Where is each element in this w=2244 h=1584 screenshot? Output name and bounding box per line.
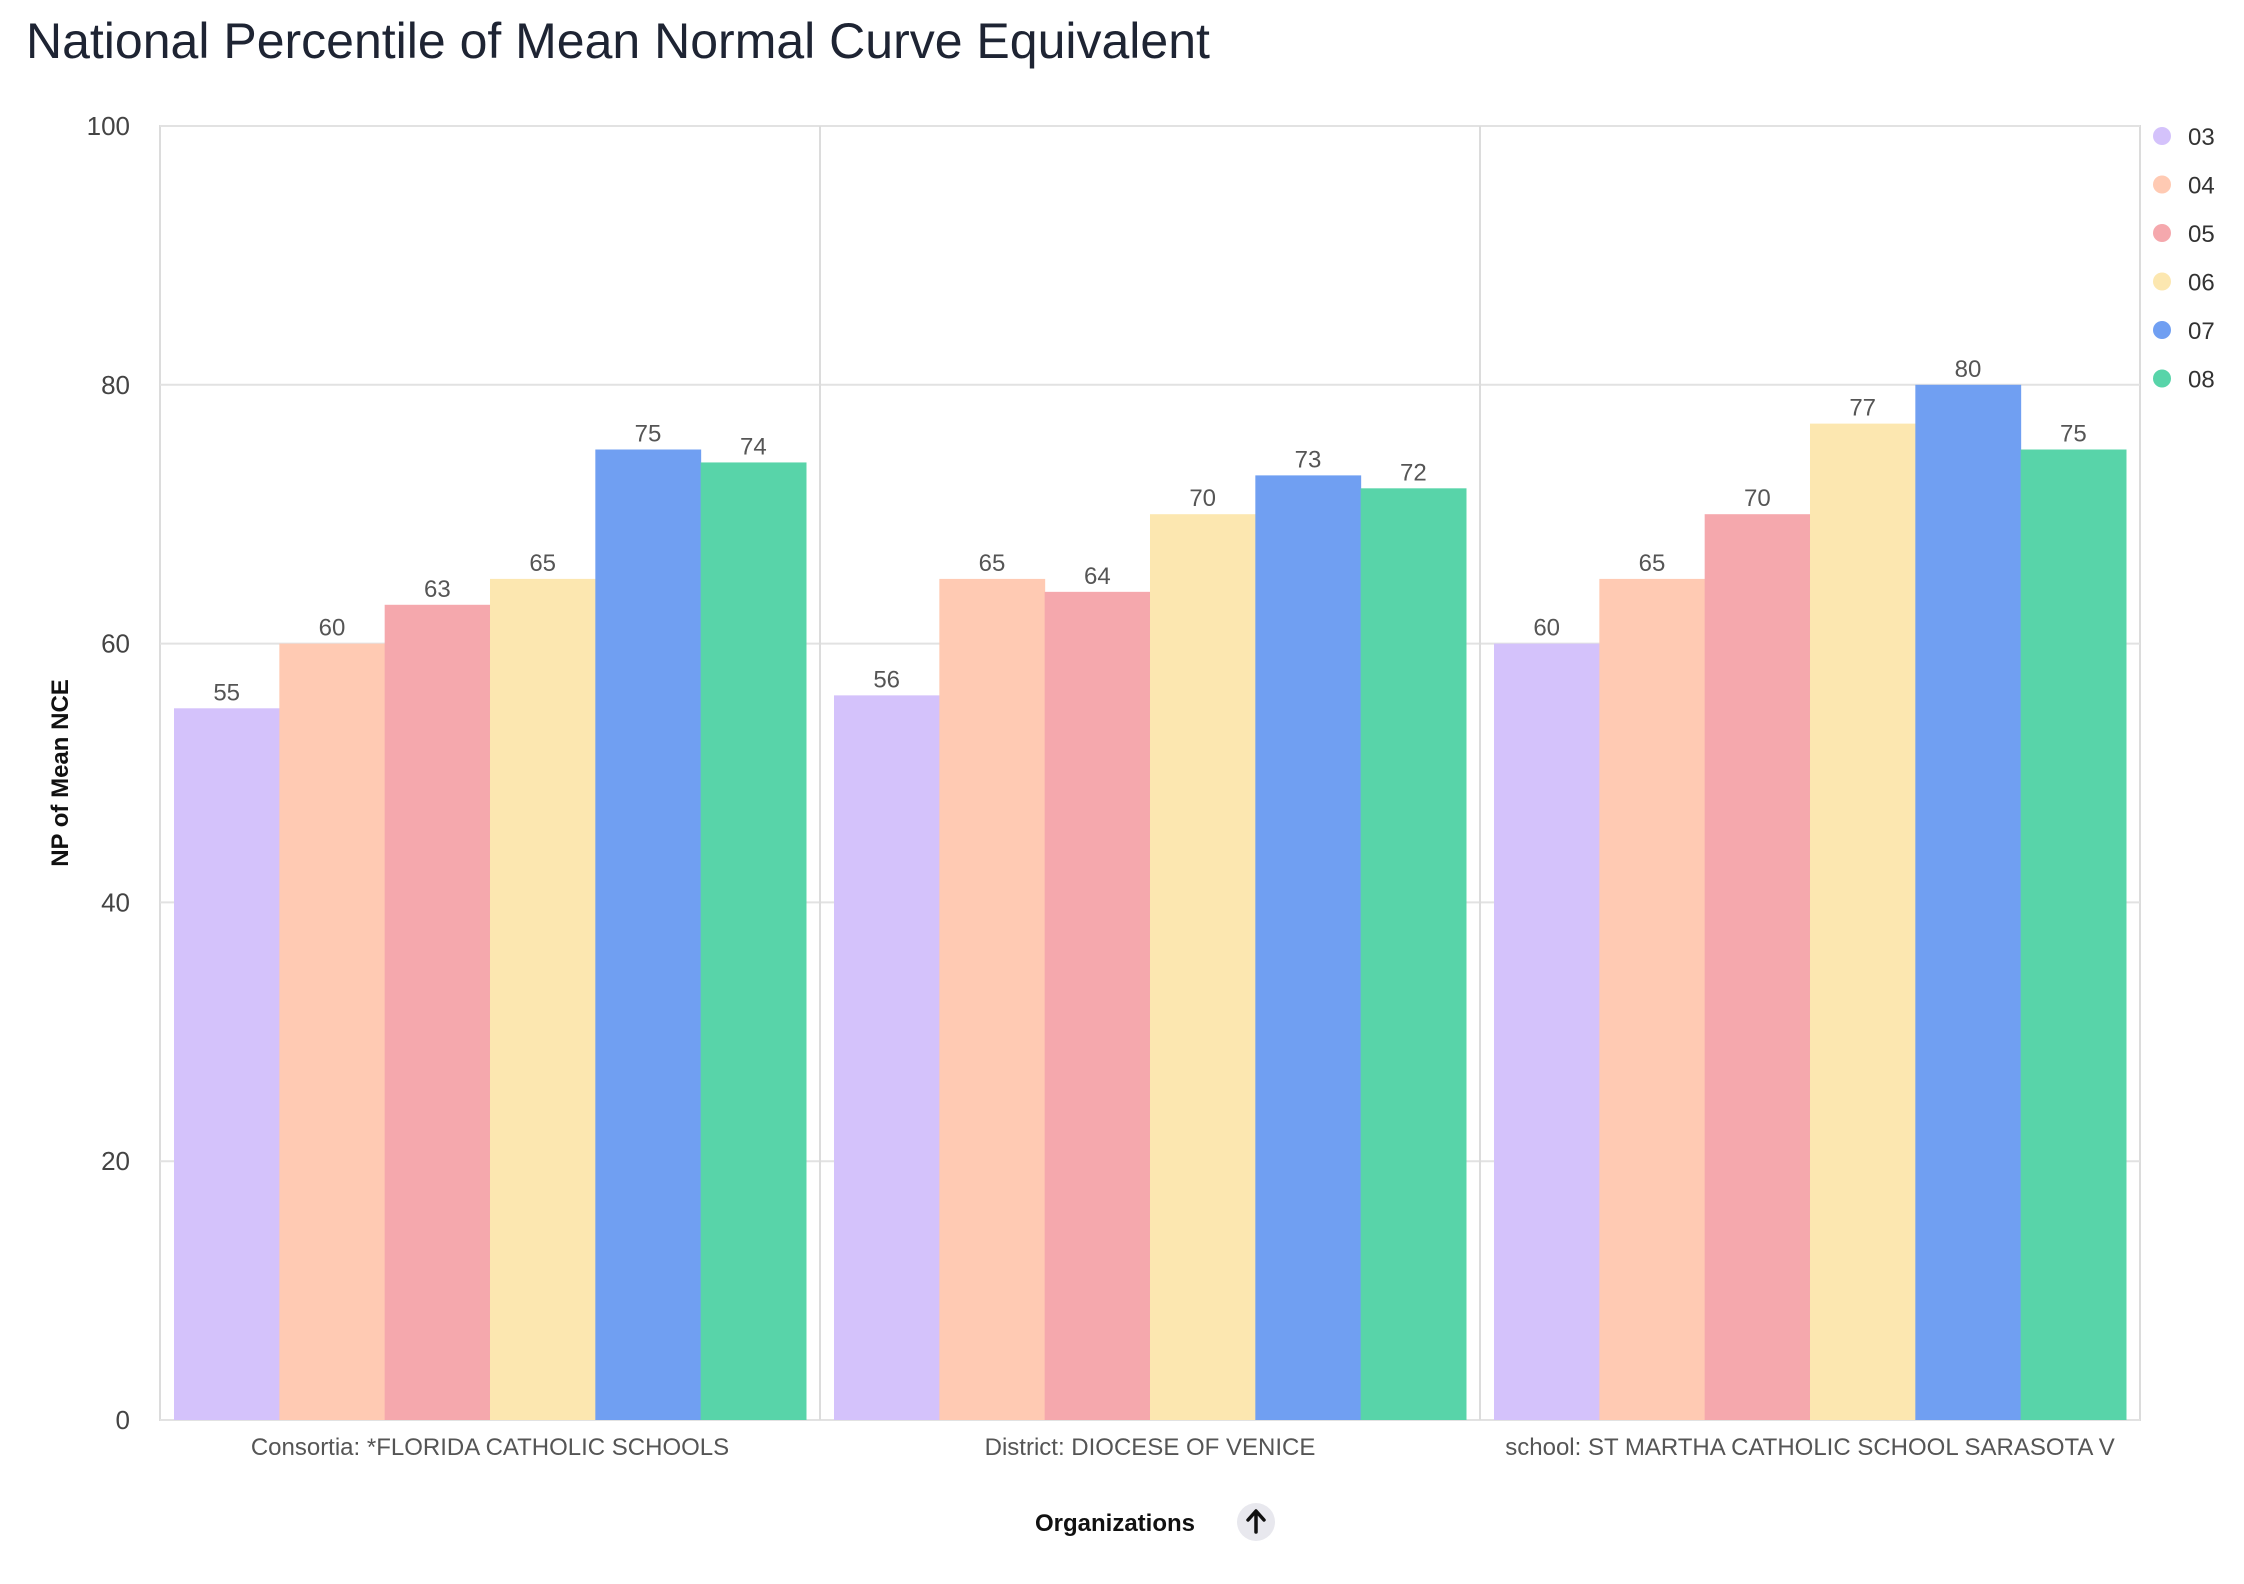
data-label: 60 bbox=[319, 615, 346, 642]
data-label: 65 bbox=[979, 550, 1006, 577]
data-label: 72 bbox=[1400, 459, 1427, 486]
data-label: 70 bbox=[1189, 485, 1216, 512]
bar[interactable] bbox=[490, 578, 596, 1420]
data-label: 55 bbox=[213, 679, 240, 706]
legend-label: 06 bbox=[2188, 270, 2215, 297]
data-label: 70 bbox=[1744, 485, 1771, 512]
y-tick-label: 100 bbox=[87, 111, 130, 141]
data-label: 56 bbox=[873, 666, 900, 693]
y-tick-label: 20 bbox=[101, 1146, 130, 1176]
legend-swatch[interactable] bbox=[2153, 369, 2171, 388]
legend-label: 04 bbox=[2188, 173, 2215, 200]
data-label: 63 bbox=[424, 576, 451, 603]
bar[interactable] bbox=[834, 695, 940, 1420]
legend-label: 07 bbox=[2188, 318, 2215, 345]
legend-swatch[interactable] bbox=[2153, 272, 2171, 291]
data-label: 80 bbox=[1955, 356, 1982, 383]
y-tick-label: 60 bbox=[101, 629, 130, 659]
bar[interactable] bbox=[1494, 643, 1600, 1420]
x-tick-label: Consortia: *FLORIDA CATHOLIC SCHOOLS bbox=[251, 1434, 729, 1461]
legend-swatch[interactable] bbox=[2153, 127, 2171, 145]
legend-label: 08 bbox=[2188, 367, 2215, 394]
y-tick-label: 0 bbox=[116, 1405, 130, 1435]
x-tick-label: school: ST MARTHA CATHOLIC SCHOOL SARASO… bbox=[1505, 1434, 2115, 1461]
data-label: 64 bbox=[1084, 563, 1111, 590]
arrow-up-icon bbox=[1246, 1509, 1266, 1534]
chart-title: National Percentile of Mean Normal Curve… bbox=[26, 13, 1210, 69]
data-label: 75 bbox=[2060, 421, 2087, 448]
sort-button[interactable] bbox=[1237, 1503, 1275, 1541]
legend-swatch[interactable] bbox=[2153, 175, 2171, 194]
legend-label: 03 bbox=[2188, 124, 2215, 151]
y-axis-title: NP of Mean NCE bbox=[47, 679, 74, 867]
bar[interactable] bbox=[700, 462, 807, 1420]
data-label: 65 bbox=[1639, 550, 1666, 577]
x-axis-title: Organizations bbox=[1035, 1510, 1195, 1537]
data-label: 74 bbox=[740, 433, 767, 460]
legend-label: 05 bbox=[2188, 221, 2215, 248]
legend-swatch[interactable] bbox=[2153, 321, 2171, 339]
bar[interactable] bbox=[1255, 475, 1362, 1420]
y-tick-label: 40 bbox=[101, 887, 130, 917]
data-label: 75 bbox=[635, 421, 662, 448]
data-label: 60 bbox=[1533, 615, 1560, 642]
bar[interactable] bbox=[2020, 449, 2127, 1421]
bar[interactable] bbox=[384, 604, 491, 1420]
bar[interactable] bbox=[1044, 591, 1151, 1420]
legend-swatch[interactable] bbox=[2153, 224, 2171, 242]
bar[interactable] bbox=[279, 643, 386, 1420]
x-tick-label: District: DIOCESE OF VENICE bbox=[985, 1434, 1316, 1461]
bar[interactable] bbox=[939, 578, 1046, 1420]
bar[interactable] bbox=[1150, 514, 1256, 1420]
data-label: 77 bbox=[1849, 395, 1876, 422]
bar[interactable] bbox=[595, 449, 702, 1421]
bar[interactable] bbox=[1704, 514, 1811, 1420]
y-tick-label: 80 bbox=[101, 370, 130, 400]
bar[interactable] bbox=[1915, 384, 2022, 1420]
data-label: 65 bbox=[529, 550, 556, 577]
bar[interactable] bbox=[1810, 423, 1916, 1420]
bar[interactable] bbox=[174, 708, 280, 1420]
bar[interactable] bbox=[1599, 578, 1706, 1420]
bar[interactable] bbox=[1360, 488, 1467, 1420]
data-label: 73 bbox=[1295, 446, 1322, 473]
